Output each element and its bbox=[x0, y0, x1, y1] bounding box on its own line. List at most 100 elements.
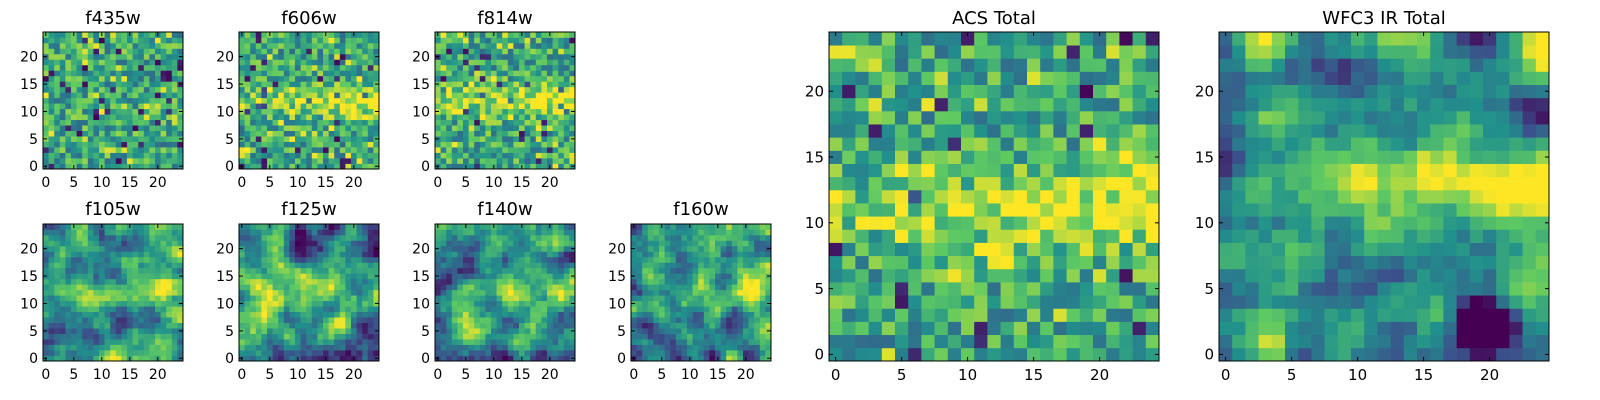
heatmap-cell bbox=[351, 306, 357, 313]
heatmap-cell bbox=[743, 240, 749, 247]
heatmap-cell bbox=[647, 278, 654, 285]
heatmap-cell bbox=[339, 152, 346, 159]
heatmap-cell bbox=[496, 311, 503, 318]
heatmap-cell bbox=[491, 141, 497, 148]
heatmap-cell bbox=[496, 339, 503, 345]
heatmap-cell bbox=[681, 278, 688, 285]
heatmap-cell bbox=[513, 273, 520, 280]
heatmap-cell bbox=[737, 278, 744, 285]
heatmap-cell bbox=[250, 158, 257, 164]
heatmap-cell bbox=[160, 224, 167, 230]
heatmap-cell bbox=[947, 321, 962, 336]
heatmap-cell bbox=[345, 278, 352, 285]
heatmap-cell bbox=[334, 163, 341, 170]
heatmap-cell bbox=[71, 317, 77, 323]
heatmap-cell bbox=[552, 147, 559, 153]
heatmap-cell bbox=[731, 289, 738, 296]
heatmap-cell bbox=[110, 306, 117, 313]
heatmap-cell bbox=[54, 289, 61, 296]
heatmap-cell bbox=[451, 311, 458, 318]
heatmap-cell bbox=[479, 130, 486, 137]
heatmap-cell bbox=[244, 147, 251, 153]
heatmap-cell bbox=[748, 295, 755, 302]
heatmap-cell bbox=[87, 278, 94, 285]
heatmap-cell bbox=[250, 333, 257, 340]
heatmap-cell bbox=[356, 229, 363, 236]
heatmap-cell bbox=[351, 86, 357, 93]
heatmap-cell bbox=[519, 114, 525, 121]
heatmap-cell bbox=[468, 92, 475, 99]
heatmap-cell bbox=[87, 37, 94, 44]
heatmap-cell bbox=[435, 86, 441, 93]
heatmap-cell bbox=[99, 267, 105, 274]
heatmap-cell bbox=[530, 42, 537, 49]
heatmap-cell bbox=[132, 32, 139, 38]
heatmap-cell bbox=[664, 273, 671, 280]
heatmap-cell bbox=[1079, 229, 1094, 243]
heatmap-cell bbox=[93, 273, 100, 280]
heatmap-cell bbox=[160, 284, 167, 291]
heatmap-cell bbox=[647, 273, 654, 280]
heatmap-cell bbox=[446, 108, 453, 115]
heatmap-cell bbox=[87, 350, 94, 356]
heatmap-cell bbox=[138, 240, 145, 247]
heatmap-cell bbox=[552, 251, 559, 258]
heatmap-cell bbox=[653, 234, 660, 241]
heatmap-cell bbox=[496, 295, 503, 302]
heatmap-cell bbox=[519, 256, 525, 263]
heatmap-cell bbox=[636, 273, 643, 280]
heatmap-cell bbox=[720, 278, 727, 285]
heatmap-cell bbox=[446, 306, 453, 313]
heatmap-cell bbox=[121, 355, 128, 362]
heatmap-cell bbox=[289, 70, 296, 77]
heatmap-cell bbox=[765, 256, 772, 263]
y-tick-label: 5 bbox=[29, 324, 38, 340]
heatmap-cell bbox=[670, 240, 677, 247]
heatmap-cell bbox=[104, 289, 111, 296]
heatmap-cell bbox=[334, 333, 341, 340]
heatmap-cell bbox=[43, 147, 49, 153]
heatmap-cell bbox=[754, 300, 761, 307]
heatmap-cell bbox=[1027, 216, 1041, 230]
heatmap-cell bbox=[468, 70, 475, 77]
heatmap-cell bbox=[43, 119, 49, 126]
heatmap-cell bbox=[272, 59, 279, 66]
heatmap-cell bbox=[239, 295, 245, 302]
heatmap-cell bbox=[54, 75, 61, 82]
heatmap-cell bbox=[334, 344, 341, 351]
heatmap-cell bbox=[681, 251, 688, 258]
heatmap-cell bbox=[687, 350, 693, 356]
heatmap-cell bbox=[451, 262, 458, 269]
heatmap-cell bbox=[43, 262, 49, 269]
heatmap-cell bbox=[479, 229, 486, 236]
heatmap-cell bbox=[362, 152, 369, 159]
heatmap-cell bbox=[351, 53, 357, 60]
heatmap-cell bbox=[149, 42, 156, 49]
heatmap-cell bbox=[295, 108, 301, 115]
heatmap-cell bbox=[451, 234, 458, 241]
heatmap-cell bbox=[468, 300, 475, 307]
heatmap-cell bbox=[121, 267, 128, 274]
heatmap-cell bbox=[642, 300, 649, 307]
heatmap-cell bbox=[720, 339, 727, 345]
heatmap-cell bbox=[93, 350, 100, 356]
heatmap-cell bbox=[171, 240, 178, 247]
heatmap-cell bbox=[300, 278, 307, 285]
heatmap-cell bbox=[110, 317, 117, 323]
heatmap-cell bbox=[283, 289, 290, 296]
heatmap-cell bbox=[306, 333, 313, 340]
heatmap-cell bbox=[278, 70, 285, 77]
heatmap-cell bbox=[110, 59, 117, 66]
heatmap-cell bbox=[552, 103, 559, 110]
heatmap-cell bbox=[65, 70, 72, 77]
heatmap-cell bbox=[160, 344, 167, 351]
heatmap-cell bbox=[895, 282, 909, 296]
heatmap-cell bbox=[759, 224, 766, 230]
heatmap-cell bbox=[754, 289, 761, 296]
heatmap-cell bbox=[868, 295, 883, 309]
heatmap-cell bbox=[138, 37, 145, 44]
heatmap-cell bbox=[367, 114, 374, 121]
heatmap-cell bbox=[76, 229, 83, 236]
heatmap-cell bbox=[373, 141, 380, 148]
heatmap-cell bbox=[87, 86, 94, 93]
